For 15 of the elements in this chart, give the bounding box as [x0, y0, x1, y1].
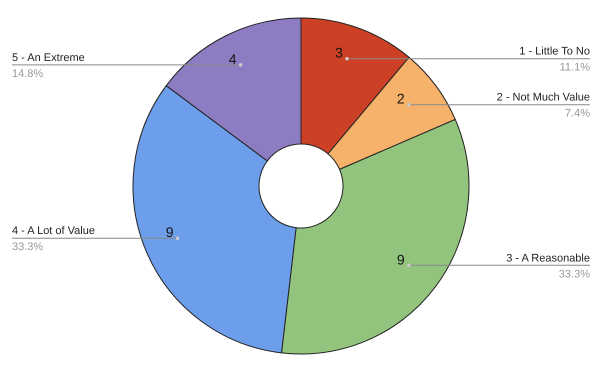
slice-label: 4 - A Lot of Value	[12, 225, 95, 238]
text: 14.8%	[12, 68, 44, 80]
data-label: 2	[396, 90, 405, 107]
slice-label: 3 - A Reasonable	[506, 252, 590, 264]
data-label: 9	[166, 224, 174, 240]
text: 33.3%	[12, 241, 44, 254]
text: 33.3%	[558, 268, 590, 280]
slice-label: 5 - An Extreme	[12, 52, 85, 64]
slice-label: 2 - Not Much Value	[496, 92, 590, 104]
text: 7.4%	[564, 108, 590, 120]
data-label: 3	[335, 44, 344, 61]
data-label: 4	[228, 50, 237, 67]
slice-label: 1 - Little To No	[519, 46, 590, 58]
text: 11.1%	[560, 62, 590, 74]
data-label: 9	[396, 251, 405, 268]
